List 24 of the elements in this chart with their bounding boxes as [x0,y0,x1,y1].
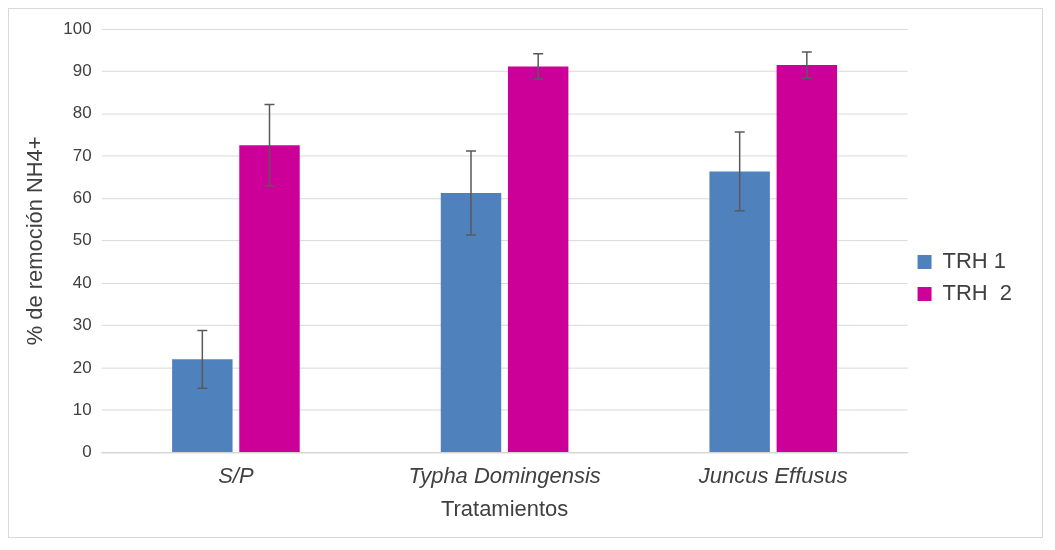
x-axis-title: Tratamientos [440,495,569,521]
y-tick-label: 60 [72,188,92,208]
y-tick-label: 100 [63,18,92,38]
bar [709,171,770,453]
y-tick-label: 30 [72,315,92,335]
bar [776,65,838,453]
y-tick-label: 20 [72,357,92,377]
y-tick-label: 80 [72,103,92,123]
y-tick-label: 0 [82,442,92,462]
x-tick-label: Juncus Effusus [697,462,848,488]
legend-label: TRH 2 [942,279,1013,305]
bar [507,66,569,453]
bar [239,145,300,453]
y-tick-label: 70 [72,145,92,165]
y-tick-label: 50 [72,230,92,250]
y-tick-label: 90 [72,61,92,81]
y-axis-title: % de remoción NH4+ [22,136,48,346]
y-tick-label: 10 [72,399,92,419]
bar [172,359,233,453]
legend-label: TRH 1 [942,248,1006,274]
x-tick-label: S/P [218,462,254,488]
y-tick-label: 40 [72,272,92,292]
bar [440,192,502,453]
x-tick-label: Typha Domingensis [408,462,601,488]
